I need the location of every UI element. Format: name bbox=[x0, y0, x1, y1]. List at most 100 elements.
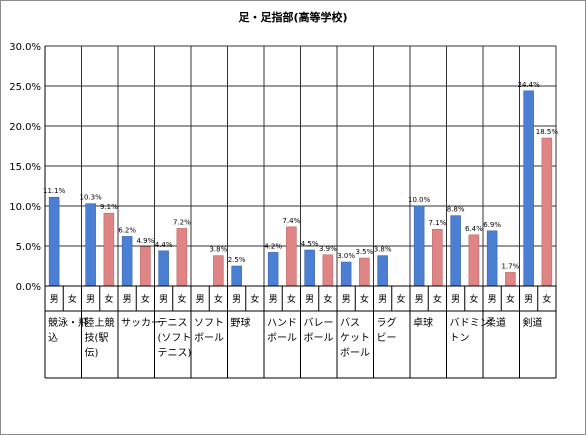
y-tick-label: 20.0% bbox=[9, 122, 41, 133]
bar bbox=[322, 254, 334, 287]
bar bbox=[48, 196, 60, 287]
x-sex-label: 女 bbox=[469, 293, 478, 305]
data-label: 9.1% bbox=[100, 203, 118, 211]
data-label: 1.7% bbox=[501, 262, 519, 270]
x-sex-label: 男 bbox=[415, 294, 424, 305]
bar bbox=[304, 249, 315, 287]
x-category-label: ハンド bbox=[267, 318, 297, 329]
bar bbox=[505, 272, 516, 287]
data-label: 18.5% bbox=[536, 128, 559, 136]
x-sex-label: 女 bbox=[214, 293, 223, 305]
y-tick-label: 10.0% bbox=[9, 202, 41, 213]
bar bbox=[286, 226, 297, 287]
bar bbox=[340, 261, 352, 287]
data-label: 4.2% bbox=[264, 242, 282, 250]
bar bbox=[377, 255, 388, 287]
x-sex-label: 男 bbox=[524, 294, 533, 305]
bars bbox=[48, 90, 553, 287]
x-sex-label: 男 bbox=[342, 294, 351, 305]
x-category-label: バレー bbox=[304, 317, 334, 329]
bar bbox=[413, 205, 425, 287]
x-category-label: 剣道 bbox=[523, 316, 543, 329]
data-label: 6.2% bbox=[118, 226, 136, 234]
x-category-label: 柔道 bbox=[486, 316, 506, 329]
data-labels: 11.1% 10.3% 6.2% 4.4% 2.5% 4.2% 4.5% 3.0% 3.8% 10… bbox=[43, 81, 558, 271]
x-category-label: ケット bbox=[340, 332, 370, 344]
x-category-label: 卓球 bbox=[413, 316, 433, 329]
x-sex-label: 男 bbox=[488, 294, 497, 305]
x-sex-label: 男 bbox=[196, 294, 205, 305]
data-label: 4.4% bbox=[155, 241, 173, 249]
data-label: 4.5% bbox=[301, 240, 319, 248]
bar bbox=[176, 228, 188, 287]
bar bbox=[103, 212, 115, 287]
x-category-label: バス bbox=[340, 317, 360, 329]
data-label: 3.5% bbox=[355, 248, 373, 256]
x-category-label: 伝) bbox=[85, 347, 99, 359]
data-label: 3.8% bbox=[209, 246, 227, 254]
bar bbox=[486, 230, 498, 287]
x-category-label: 込 bbox=[48, 332, 58, 344]
data-label: 24.4% bbox=[518, 81, 541, 89]
x-sex-label: 女 bbox=[68, 293, 77, 305]
x-sex-label: 女 bbox=[287, 293, 296, 305]
y-tick-label: 15.0% bbox=[9, 162, 41, 173]
bar bbox=[450, 215, 461, 287]
bar bbox=[541, 137, 553, 287]
x-sex-label: 女 bbox=[542, 293, 551, 305]
chart-title: 足・足指部(高等学校) bbox=[238, 10, 347, 24]
data-label: 4.9% bbox=[136, 237, 154, 245]
y-tick-label: 0.0% bbox=[16, 282, 41, 293]
data-label: 7.2% bbox=[173, 218, 191, 226]
x-sex-label: 男 bbox=[451, 294, 460, 305]
bar bbox=[213, 255, 224, 287]
bar bbox=[432, 228, 443, 287]
x-category-label: サッカー bbox=[121, 317, 161, 329]
x-category-label: 競泳・飛 bbox=[48, 316, 88, 329]
bar bbox=[523, 90, 534, 287]
x-sex-label: 女 bbox=[396, 293, 405, 305]
bar bbox=[158, 250, 169, 287]
bar bbox=[121, 236, 133, 287]
x-sex-label: 男 bbox=[269, 294, 278, 305]
x-category-label: 野球 bbox=[231, 316, 251, 329]
x-category-label: ボール bbox=[340, 347, 370, 359]
x-sex-label: 女 bbox=[323, 293, 332, 305]
x-category-label: バドミン bbox=[450, 317, 490, 329]
x-sex-label: 女 bbox=[104, 293, 113, 305]
x-sex-label: 女 bbox=[433, 293, 442, 305]
data-label: 3.0% bbox=[337, 252, 355, 260]
x-category-label: (ソフト bbox=[158, 333, 192, 344]
x-category-label: トン bbox=[450, 333, 470, 344]
x-sex-label: 男 bbox=[232, 294, 241, 305]
data-label: 8.8% bbox=[447, 206, 465, 214]
data-label: 7.1% bbox=[428, 219, 446, 227]
y-tick-label: 30.0% bbox=[9, 42, 41, 53]
bar bbox=[140, 246, 151, 287]
bar bbox=[85, 203, 96, 287]
y-tick-label: 25.0% bbox=[9, 82, 41, 93]
x-sex-label: 女 bbox=[250, 293, 259, 305]
data-label: 7.4% bbox=[282, 217, 300, 225]
y-axis: 0.0% 5.0% 10.0% 15.0% 20.0% 25.0% 30.0% bbox=[9, 42, 41, 293]
x-sex-label: 女 bbox=[360, 293, 369, 305]
data-label: 6.4% bbox=[465, 225, 483, 233]
bar bbox=[359, 257, 370, 287]
data-label: 10.3% bbox=[80, 194, 103, 202]
x-axis: 男女競泳・飛込男 女陸上競技(駅伝)男 女サッカー男 女テニス(ソフトテニス)男 女ソフ… bbox=[44, 46, 557, 379]
x-sex-label: 女 bbox=[141, 293, 150, 305]
x-category-label: テニス) bbox=[158, 348, 192, 359]
bar bbox=[468, 234, 480, 287]
data-label: 3.9% bbox=[319, 245, 337, 253]
data-label: 2.5% bbox=[228, 256, 246, 264]
x-sex-label: 男 bbox=[86, 294, 95, 305]
x-sex-label: 男 bbox=[378, 294, 387, 305]
data-label: 11.1% bbox=[43, 187, 66, 195]
x-category-label: ビー bbox=[377, 332, 397, 344]
x-category-label: 技(駅 bbox=[85, 331, 109, 344]
x-category-label: ソフト bbox=[194, 318, 224, 329]
x-category-label: ラグ bbox=[377, 316, 397, 329]
data-label: 10.0% bbox=[408, 196, 431, 204]
